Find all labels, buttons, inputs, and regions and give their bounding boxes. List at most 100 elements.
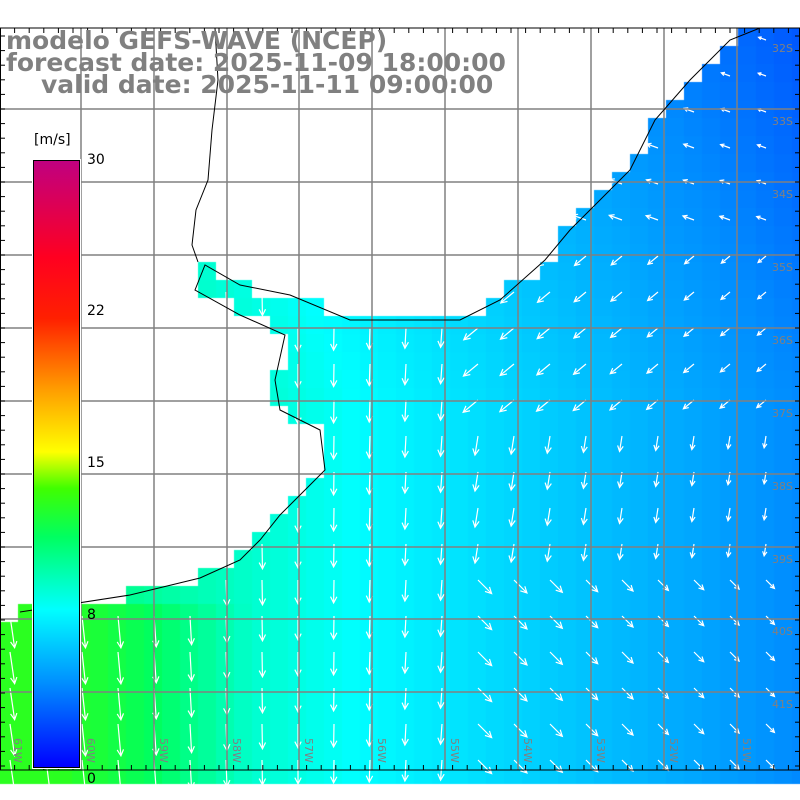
wind-arrow	[719, 363, 731, 373]
lat-label: 35S	[772, 261, 793, 274]
wind-arrow	[607, 214, 623, 221]
wind-arrow	[549, 687, 564, 702]
wind-arrow	[617, 507, 624, 525]
wind-arrow	[499, 363, 515, 377]
wind-arrow	[762, 507, 768, 522]
wind-arrow	[585, 615, 599, 629]
wind-arrow	[258, 543, 267, 571]
wind-arrow	[757, 36, 767, 41]
wind-arrow	[549, 651, 564, 666]
wind-arrow	[472, 507, 480, 529]
wind-arrow	[657, 615, 670, 628]
wind-arrow	[720, 35, 731, 41]
wind-arrow	[720, 291, 731, 301]
title-valid-date: valid date: 2025-11-11 09:00:00	[41, 70, 494, 99]
wind-arrow	[437, 435, 445, 458]
lon-label: 51W	[740, 738, 753, 763]
wind-arrow	[693, 651, 705, 663]
wind-arrow	[535, 399, 551, 412]
wind-arrow	[116, 687, 125, 722]
wind-arrow	[401, 327, 409, 350]
wind-arrow	[401, 399, 409, 423]
wind-arrow	[725, 507, 732, 523]
wind-arrow	[513, 687, 528, 702]
wind-arrow	[187, 651, 195, 682]
wind-arrow	[477, 651, 493, 667]
wind-arrow	[657, 687, 670, 700]
wind-arrow	[536, 291, 551, 304]
wind-arrow	[549, 723, 564, 738]
wind-arrow	[437, 507, 445, 530]
wind-arrow	[572, 399, 587, 412]
wind-arrow	[508, 471, 516, 492]
wind-arrow	[609, 291, 623, 303]
wind-arrow	[294, 507, 302, 534]
wind-arrow	[472, 435, 480, 457]
wind-arrow	[645, 142, 659, 149]
wind-arrow	[258, 723, 267, 751]
wind-arrow	[329, 759, 338, 785]
wind-arrow	[544, 471, 552, 491]
wind-arrow	[573, 291, 587, 303]
lon-label: 56W	[375, 738, 388, 763]
wind-arrow	[329, 723, 338, 749]
wind-arrow	[477, 579, 493, 595]
wind-arrow	[765, 615, 776, 626]
colorbar-tick: 15	[87, 455, 105, 471]
lon-label: 52W	[667, 738, 680, 763]
wind-arrow	[187, 615, 195, 646]
wind-arrow	[81, 723, 89, 758]
wind-arrow	[499, 327, 515, 341]
wind-arrow	[621, 723, 634, 736]
wind-arrow	[571, 213, 587, 221]
wind-arrow	[693, 759, 705, 771]
wind-arrow	[9, 651, 18, 685]
wind-arrow	[718, 215, 731, 221]
wind-arrow	[401, 759, 409, 783]
wind-arrow	[116, 759, 125, 794]
lon-label: 57W	[302, 738, 315, 763]
lon-label: 55W	[448, 738, 461, 763]
wind-arrow	[329, 507, 338, 533]
wind-arrow	[187, 687, 195, 718]
wind-arrow	[765, 723, 776, 734]
wind-arrow	[477, 687, 493, 703]
wind-arrow	[294, 363, 302, 389]
wind-arrow	[187, 723, 195, 754]
wind-arrow	[116, 615, 125, 650]
wind-arrow	[689, 435, 696, 451]
wind-arrow	[756, 363, 767, 373]
wind-arrow	[437, 471, 445, 494]
wind-arrow	[657, 759, 670, 772]
wind-arrow	[572, 327, 587, 339]
colorbar-unit: [m/s]	[34, 132, 71, 148]
wind-arrow	[549, 615, 564, 630]
title-model: modelo GEFS-WAVE (NCEP)	[6, 26, 388, 55]
wind-arrow	[437, 363, 445, 386]
wind-arrow	[258, 759, 267, 787]
wind-arrow	[462, 399, 479, 414]
wind-arrow	[646, 291, 659, 302]
wind-arrow	[258, 579, 267, 607]
wind-arrow	[544, 507, 552, 527]
wind-arrow	[580, 435, 588, 454]
wind-arrow	[437, 651, 445, 674]
lat-label: 32S	[772, 42, 793, 55]
map-frame	[0, 27, 800, 771]
wind-arrow	[756, 291, 767, 300]
wind-arrow	[365, 759, 374, 784]
wind-arrow	[513, 579, 528, 594]
wind-arrow	[617, 435, 624, 453]
title-forecast-date: forecast date: 2025-11-09 18:00:00	[6, 48, 506, 77]
wind-arrow	[401, 579, 409, 603]
wind-arrow	[499, 291, 515, 304]
lon-label: 53W	[594, 738, 607, 763]
colorbar-tick: 0	[87, 771, 96, 787]
wind-arrow	[621, 687, 634, 700]
wind-arrow	[294, 723, 302, 750]
wind-arrow	[572, 363, 587, 376]
wind-arrow	[682, 143, 695, 149]
wind-arrow	[762, 435, 768, 450]
wind-arrow	[762, 543, 768, 558]
